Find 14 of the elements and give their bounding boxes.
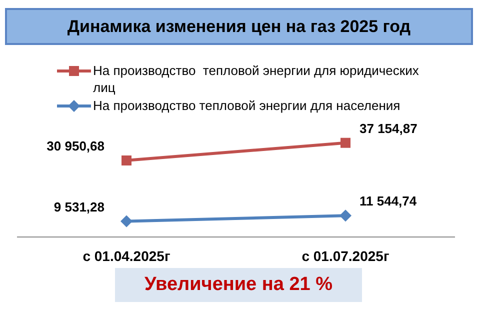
data-label: 9 531,28: [54, 199, 104, 214]
data-label: 30 950,68: [46, 138, 104, 154]
text: Увеличение на 21 %: [115, 268, 362, 302]
point: [340, 138, 350, 148]
legend-label: На производство тепловой энергии для населения: [93, 97, 400, 114]
point: [120, 215, 132, 228]
chart-title: Динамика изменения цен на газ 2025 год: [5, 8, 473, 45]
x-tick-label: с 01.04.2025г: [82, 248, 170, 264]
point: [122, 155, 132, 166]
data-label: 37 154,87: [360, 120, 418, 136]
data-label: 11 544,74: [360, 194, 418, 209]
point: [340, 210, 352, 222]
x-tick-label: с 01.07.2025г: [302, 248, 390, 264]
legend-label: На производство тепловой энергии для юридических лиц: [93, 62, 420, 96]
